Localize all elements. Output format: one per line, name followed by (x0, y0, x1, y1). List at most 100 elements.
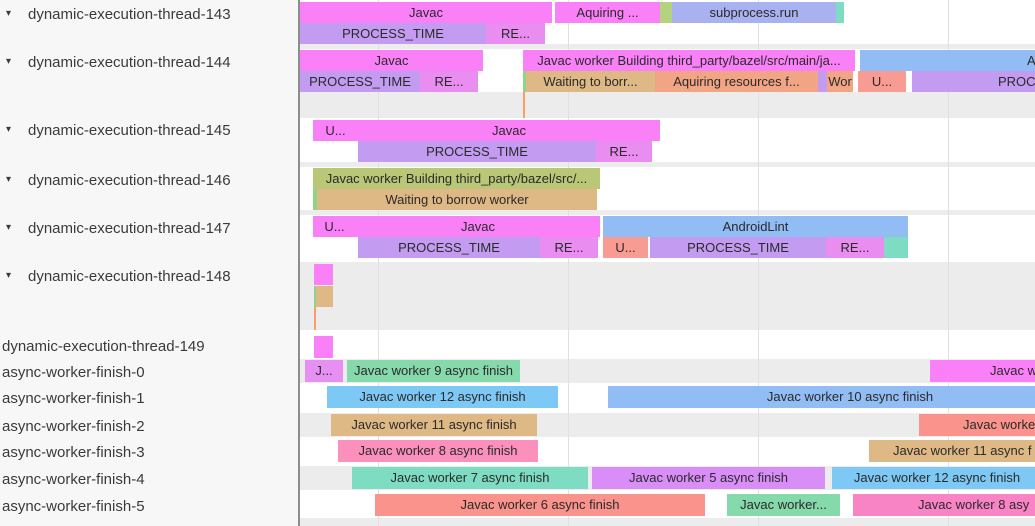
row-background (300, 92, 1035, 118)
timeline-slice[interactable]: Javac worker... (727, 494, 840, 516)
timeline-slice[interactable]: J... (305, 360, 343, 382)
timeline-slice[interactable]: Javac worker 6 async finish (375, 494, 705, 516)
timeline-slice[interactable]: Javac (300, 50, 483, 71)
timeline-slice[interactable]: PROCESS_TIME (912, 71, 1035, 92)
timeline-slice[interactable] (314, 264, 333, 285)
row-background (300, 162, 1035, 167)
time-gridline (568, 0, 569, 526)
timeline-slice[interactable] (316, 286, 333, 307)
timeline-slice[interactable]: Javac w (930, 360, 1035, 382)
track-label: dynamic-execution-thread-147 (28, 220, 231, 237)
timeline-slice[interactable]: AndroidLint (603, 216, 908, 237)
track-row[interactable]: async-worker-finish-2 (0, 417, 298, 436)
timeline-slice[interactable]: Javac worker 8 async finish (338, 440, 538, 462)
timeline-slice[interactable]: PROCESS_TIME (300, 23, 486, 44)
instant-marker[interactable] (314, 307, 316, 330)
track-row[interactable]: ▾ dynamic-execution-thread-145 (0, 121, 298, 140)
collapse-arrow-icon[interactable]: ▾ (6, 124, 12, 135)
timeline-slice[interactable]: Javac worker 8 asy (853, 494, 1035, 516)
track-label: dynamic-execution-thread-145 (28, 122, 231, 139)
timeline-slice[interactable]: Waiting to borrow worker (317, 189, 597, 210)
timeline-slice[interactable]: Wor (827, 71, 853, 92)
timeline-slice[interactable]: Javac worker 10 async finish (608, 386, 1035, 408)
timeline-slice[interactable]: Javac worker 12 async finish (832, 467, 1035, 489)
track-row[interactable]: ▾ dynamic-execution-thread-147 (0, 219, 298, 238)
collapse-arrow-icon[interactable]: ▾ (6, 56, 12, 67)
track-row[interactable]: ▾ dynamic-execution-thread-144 (0, 53, 298, 72)
time-gridline (948, 0, 949, 526)
track-row[interactable]: ▾ dynamic-execution-thread-148 (0, 267, 298, 286)
track-row[interactable]: dynamic-execution-thread-149 (0, 337, 298, 356)
track-row[interactable]: ▾ dynamic-execution-thread-146 (0, 171, 298, 190)
track-row[interactable]: async-worker-finish-1 (0, 389, 298, 408)
timeline-slice[interactable]: RE... (486, 23, 545, 44)
timeline-slice[interactable]: Javac worke (919, 414, 1035, 436)
timeline-slice[interactable]: U... (313, 120, 358, 141)
slice-sliver[interactable] (314, 286, 316, 307)
time-gridline (378, 0, 379, 526)
timeline-slice[interactable]: U... (858, 71, 906, 92)
timeline-slice[interactable]: Aquiring resources f... (655, 71, 818, 92)
timeline-slice[interactable]: Waiting to borr... (526, 71, 655, 92)
timeline-slice[interactable]: U... (313, 216, 356, 237)
timeline-slice[interactable]: PROCESS_TIME (358, 141, 596, 162)
instant-marker[interactable] (523, 92, 525, 118)
timeline-slice[interactable]: Aquiring ... (555, 2, 660, 23)
collapse-arrow-icon[interactable]: ▾ (6, 270, 12, 281)
row-background (300, 262, 1035, 330)
track-name-panel: ▾ dynamic-execution-thread-143 ▾ dynamic-ex… (0, 0, 300, 526)
timeline-slice[interactable]: Javac worker Building third_party/bazel/… (523, 50, 855, 71)
track-row[interactable]: async-worker-finish-3 (0, 443, 298, 462)
track-label: async-worker-finish-4 (2, 471, 145, 488)
timeline-slice[interactable]: Javac worker 9 async finish (347, 360, 520, 382)
timeline-slice[interactable]: Javac (300, 2, 552, 23)
row-background (300, 44, 1035, 49)
track-row[interactable]: async-worker-finish-4 (0, 470, 298, 489)
timeline-slice[interactable]: Javac worker 12 async finish (327, 386, 558, 408)
row-background (300, 210, 1035, 215)
timeline-slice[interactable] (314, 336, 333, 358)
timeline-slice[interactable]: Javac worker 5 async finish (592, 467, 825, 489)
timeline-slice[interactable]: RE... (420, 71, 478, 92)
track-label: dynamic-execution-thread-149 (2, 338, 205, 355)
timeline-slice[interactable]: Javac worker 11 async f (869, 440, 1035, 462)
collapse-arrow-icon[interactable]: ▾ (6, 174, 12, 185)
timeline-slice[interactable]: RE... (540, 237, 598, 258)
track-row[interactable]: ▾ dynamic-execution-thread-143 (0, 5, 298, 24)
track-label: async-worker-finish-1 (2, 390, 145, 407)
timeline-slice[interactable]: subprocess.run (672, 2, 836, 23)
track-label: dynamic-execution-thread-148 (28, 268, 231, 285)
time-gridline (758, 0, 759, 526)
timeline-slice[interactable]: RE... (596, 141, 652, 162)
timeline-slice[interactable]: Javac worker 7 async finish (352, 467, 588, 489)
track-label: dynamic-execution-thread-144 (28, 54, 231, 71)
slice-sliver[interactable] (313, 189, 317, 210)
timeline-slice[interactable]: Javac worker Building third_party/bazel/… (313, 168, 600, 189)
track-row[interactable]: async-worker-finish-5 (0, 497, 298, 516)
slice-sliver[interactable] (818, 71, 827, 92)
track-label: async-worker-finish-3 (2, 444, 145, 461)
timeline-slice[interactable]: Javac (356, 216, 600, 237)
timeline-slice[interactable]: RE... (826, 237, 884, 258)
track-label: dynamic-execution-thread-146 (28, 172, 231, 189)
collapse-arrow-icon[interactable]: ▾ (6, 8, 12, 19)
timeline-slice[interactable]: PROCESS_TIME (358, 237, 540, 258)
track-row[interactable]: async-worker-finish-0 (0, 363, 298, 382)
timeline-slice[interactable]: Javac worker 11 async finish (331, 414, 537, 436)
slice-sliver[interactable] (836, 2, 844, 23)
timeline-slice[interactable]: PROCESS_TIME (650, 237, 826, 258)
track-label: dynamic-execution-thread-143 (28, 6, 231, 23)
timeline-slice[interactable]: PROCESS_TIME (300, 71, 420, 92)
track-label: async-worker-finish-0 (2, 364, 145, 381)
slice-sliver[interactable] (523, 71, 526, 92)
slice-sliver[interactable] (660, 2, 672, 23)
timeline-canvas[interactable]: Javac Aquiring ... subprocess.run PROCESS_T… (300, 0, 1035, 526)
collapse-arrow-icon[interactable]: ▾ (6, 222, 12, 233)
timeline-slice[interactable]: Javac (358, 120, 660, 141)
row-background (300, 518, 1035, 526)
timeline-slice[interactable]: AndroidLint (860, 50, 1035, 71)
timeline-slice[interactable]: U... (603, 237, 648, 258)
timeline-slice[interactable] (884, 237, 908, 258)
track-label: async-worker-finish-2 (2, 418, 145, 435)
